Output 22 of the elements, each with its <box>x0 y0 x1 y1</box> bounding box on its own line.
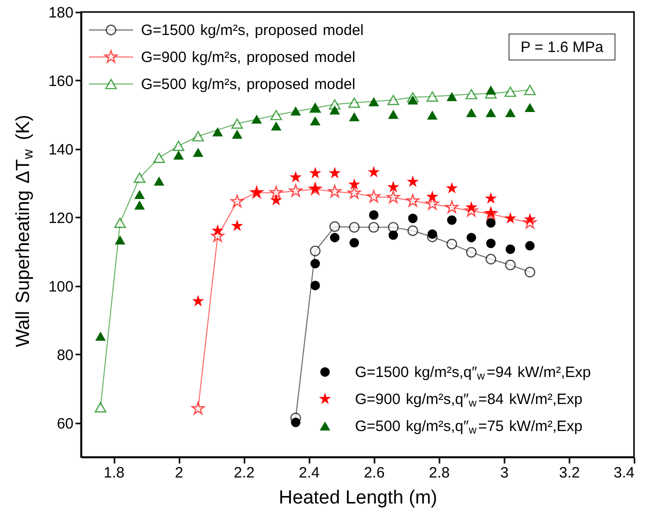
x-tick-label: 3.4 <box>614 464 634 482</box>
x-tick-label: 2.6 <box>364 464 385 482</box>
annotation: P = 1.6 MPa <box>520 39 604 56</box>
x-tick-label: 2.4 <box>298 464 320 482</box>
y-tick-label: 80 <box>56 346 74 364</box>
x-tick-label: 3 <box>500 464 509 482</box>
y-tick-label: 140 <box>48 141 74 158</box>
y-tick-label: 100 <box>48 278 74 296</box>
legend-label: G=900 kg/m²s, proposed model <box>141 49 356 66</box>
y-tick-label: 60 <box>56 415 74 432</box>
legend-label: G=1500 kg/m²s, proposed model <box>141 22 364 39</box>
y-tick-label: 160 <box>48 72 74 90</box>
y-tick-label: 180 <box>48 4 74 22</box>
y-tick-label: 120 <box>48 210 74 227</box>
x-tick-label: 2 <box>174 464 184 482</box>
legend-label: G=500 kg/m²s, proposed model <box>141 76 356 93</box>
x-tick-label: 1.8 <box>104 464 124 482</box>
x-tick-label: 2.2 <box>234 464 255 482</box>
y-axis-title: Wall Superheating ΔTw (K) <box>13 114 36 348</box>
x-tick-label: 2.8 <box>428 464 450 482</box>
x-axis-title: Heated Length (m) <box>278 488 438 508</box>
x-tick-label: 3.2 <box>559 464 580 482</box>
